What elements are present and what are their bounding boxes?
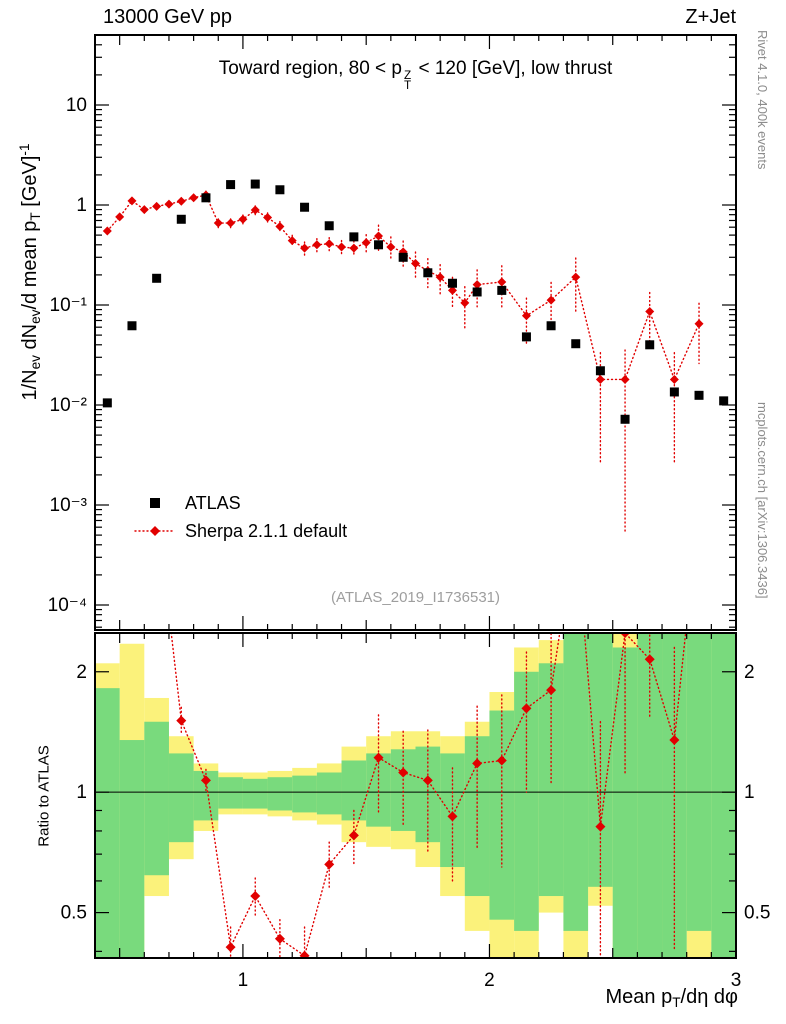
ylabel-segment: /d mean p [18,220,41,310]
atlas-square-marker [150,498,160,508]
xlabel-segment: Mean p [605,986,673,1008]
legend-item-sherpa: Sherpa 2.1.1 default [133,517,347,545]
legend-label-sherpa: Sherpa 2.1.1 default [185,520,348,541]
ylabel-subscript: ev [27,309,43,324]
x-axis-title: Mean pT/dη dφ [606,986,738,1010]
sherpa-diamond-marker [134,526,176,536]
svg-text:1: 1 [76,195,87,216]
svg-text:0.5: 0.5 [61,903,87,924]
legend-label-atlas: ATLAS [185,492,241,513]
ylabel-segment: [GeV] [18,155,41,213]
y-axis-title: 1/Nev dNev/d mean pT [GeV]-1 [17,143,43,400]
ylabel-subscript: T [27,212,43,221]
svg-text:1: 1 [76,782,87,803]
atlas-series [102,179,729,424]
xlabel-subscript: T [672,995,681,1011]
svg-text:1: 1 [238,970,249,991]
generator-version-note: Rivet 4.1.0, 400k events [755,30,770,170]
svg-text:2: 2 [744,662,755,683]
title-segment: Toward region, 80 < p [218,58,402,79]
svg-text:10⁻⁴: 10⁻⁴ [48,595,87,616]
ylabel-segment: dN [18,323,41,356]
svg-text:3: 3 [731,970,742,991]
uncertainty-bands [95,633,736,958]
ylabel-segment: 1/N [18,369,41,401]
svg-text:0.5: 0.5 [744,903,770,924]
ratio-series [170,633,687,958]
legend: ATLAS Sherpa 2.1.1 default [133,489,347,545]
process-label: Z+Jet [685,6,736,28]
xlabel-segment: /dη dφ [680,986,738,1008]
ratio-axis-title: Ratio to ATLAS [35,745,53,847]
svg-text:10⁻¹: 10⁻¹ [50,295,88,316]
svg-text:10: 10 [66,95,87,116]
mcplots-reference-note: mcplots.cern.ch [arXiv:1306.3436] [755,402,770,599]
svg-text:2: 2 [484,970,495,991]
svg-text:1: 1 [744,782,755,803]
ylabel-subscript: ev [27,355,43,370]
svg-text:10⁻²: 10⁻² [50,395,88,416]
ratio-panel-frame [94,632,737,959]
analysis-watermark: (ATLAS_2019_I1736531) [330,589,500,606]
svg-text:2: 2 [76,662,87,683]
ylabel-superscript: -1 [17,143,33,156]
legend-item-atlas: ATLAS [133,489,347,517]
beam-energy-label: 13000 GeV pp [103,6,232,28]
title-superscript: Z [404,69,412,83]
title-subscript: T [404,79,412,93]
main-panel-frame [94,34,737,631]
title-segment: < 120 [GeV], low thrust [413,58,613,79]
svg-text:10⁻³: 10⁻³ [50,495,88,516]
sherpa-series [102,190,704,533]
